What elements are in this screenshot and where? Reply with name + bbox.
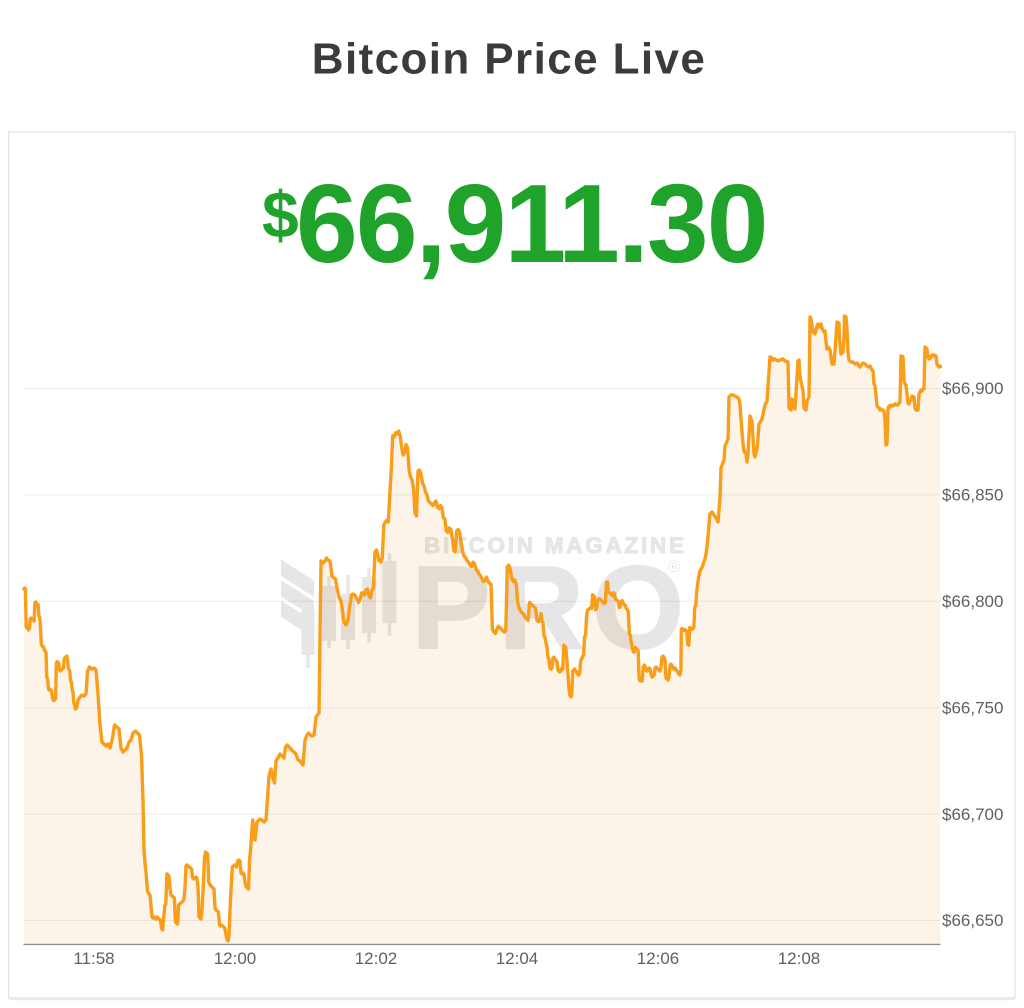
svg-text:®: ® [668,557,681,576]
svg-text:66,911.30: 66,911.30 [296,162,767,286]
svg-text:$66,900: $66,900 [942,379,1003,398]
svg-text:$66,700: $66,700 [942,805,1003,824]
svg-text:11:58: 11:58 [73,949,114,968]
svg-text:12:06: 12:06 [637,949,680,968]
svg-text:12:08: 12:08 [778,949,821,968]
svg-text:$66,800: $66,800 [942,592,1003,611]
svg-text:$66,650: $66,650 [942,911,1003,930]
svg-text:BITCOIN MAGAZINE: BITCOIN MAGAZINE [424,533,687,558]
svg-text:PRO: PRO [412,542,693,673]
svg-text:12:04: 12:04 [496,949,539,968]
svg-text:Bitcoin Price Live: Bitcoin Price Live [312,35,706,84]
svg-text:12:00: 12:00 [214,949,257,968]
svg-text:$66,850: $66,850 [942,486,1003,505]
svg-text:12:02: 12:02 [355,949,398,968]
svg-text:$66,750: $66,750 [942,698,1003,717]
svg-text:$: $ [262,178,299,252]
